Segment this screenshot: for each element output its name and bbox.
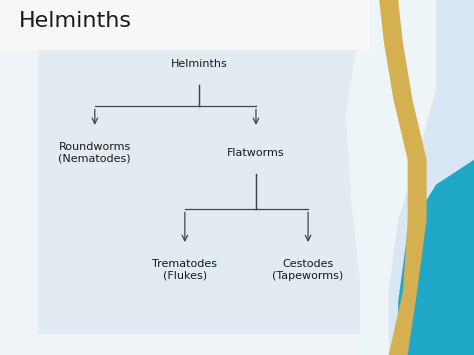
- Text: Roundworms
(Nematodes): Roundworms (Nematodes): [58, 142, 131, 163]
- Text: Helminths: Helminths: [19, 11, 132, 31]
- Text: Trematodes
(Flukes): Trematodes (Flukes): [152, 259, 218, 280]
- Polygon shape: [346, 0, 436, 355]
- Polygon shape: [398, 160, 474, 355]
- FancyBboxPatch shape: [38, 25, 360, 334]
- FancyBboxPatch shape: [0, 0, 370, 50]
- Text: Cestodes
(Tapeworms): Cestodes (Tapeworms): [273, 259, 344, 280]
- Polygon shape: [379, 0, 427, 355]
- Polygon shape: [356, 0, 474, 355]
- Text: Helminths: Helminths: [171, 59, 228, 69]
- Text: Flatworms: Flatworms: [227, 148, 285, 158]
